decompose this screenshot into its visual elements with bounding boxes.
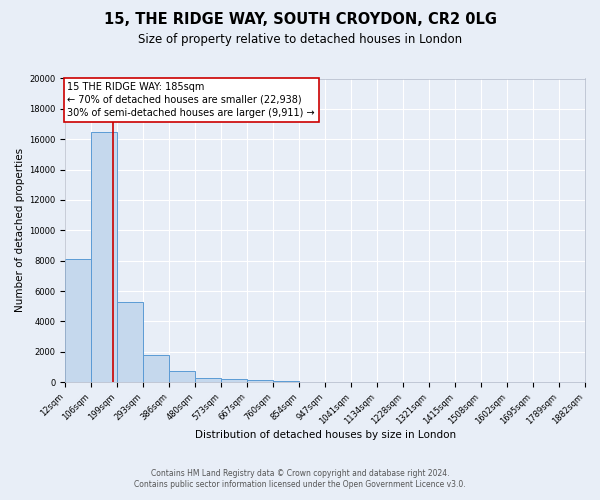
Bar (143, 355, 169, 382)
Bar (247, 380, 273, 382)
Bar (117, 302, 143, 382)
Bar (169, 372, 196, 382)
Text: 15 THE RIDGE WAY: 185sqm
← 70% of detached houses are smaller (22,938)
30% of se: 15 THE RIDGE WAY: 185sqm ← 70% of detach… (67, 82, 315, 118)
Bar (91, 132, 117, 382)
Text: 15, THE RIDGE WAY, SOUTH CROYDON, CR2 0LG: 15, THE RIDGE WAY, SOUTH CROYDON, CR2 0L… (104, 12, 497, 28)
Bar (221, 379, 247, 382)
Bar (196, 378, 221, 382)
X-axis label: Distribution of detached houses by size in London: Distribution of detached houses by size … (194, 430, 455, 440)
Y-axis label: Number of detached properties: Number of detached properties (15, 148, 25, 312)
Text: Contains public sector information licensed under the Open Government Licence v3: Contains public sector information licen… (134, 480, 466, 489)
Bar (273, 380, 299, 382)
Text: Size of property relative to detached houses in London: Size of property relative to detached ho… (138, 32, 462, 46)
Text: Contains HM Land Registry data © Crown copyright and database right 2024.: Contains HM Land Registry data © Crown c… (151, 468, 449, 477)
Bar (65, 259, 91, 382)
